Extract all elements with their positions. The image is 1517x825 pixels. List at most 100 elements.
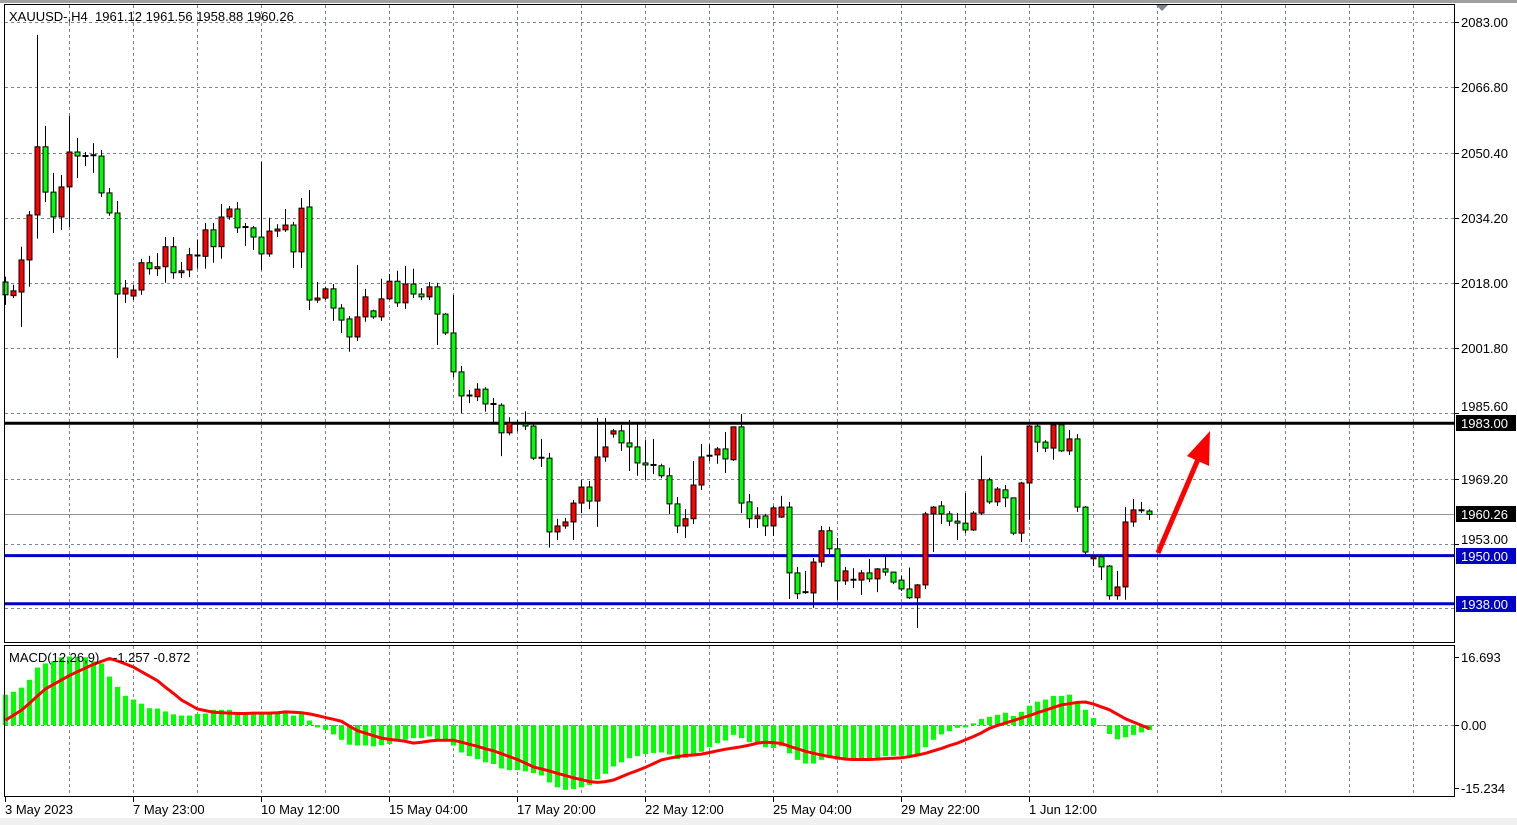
candle <box>1050 424 1057 460</box>
candle-body <box>738 426 745 504</box>
candle-body <box>378 298 385 318</box>
candle <box>378 278 385 321</box>
price-panel[interactable] <box>2 34 1454 628</box>
candle <box>330 284 337 321</box>
macd-bar <box>131 699 136 725</box>
candle-body <box>178 270 185 274</box>
macd-bar <box>907 725 912 756</box>
candle <box>1074 434 1081 512</box>
price-tick-label: 1953.00 <box>1461 532 1508 547</box>
candle-body <box>290 224 297 253</box>
candle <box>562 517 569 529</box>
macd-bar <box>187 715 192 725</box>
candle-body <box>258 236 265 255</box>
price-axis: 2083.00 2066.80 2050.40 2034.20 2018.00 2001.… <box>1455 15 1508 547</box>
chart-shift-marker-icon[interactable] <box>1156 5 1168 11</box>
macd-tick-label: 0.00 <box>1461 718 1486 733</box>
candle <box>506 417 513 436</box>
candle-body <box>10 290 17 297</box>
candle <box>450 294 457 378</box>
candle-body <box>994 488 1001 503</box>
macd-bar <box>795 725 800 760</box>
macd-bar <box>115 686 120 725</box>
macd-bar <box>1051 695 1056 725</box>
candle-body <box>106 192 113 214</box>
macd-bar <box>659 725 664 753</box>
candle <box>810 558 817 608</box>
candle <box>866 558 873 583</box>
candle <box>26 210 33 287</box>
candle <box>290 221 297 268</box>
macd-bar <box>299 712 304 725</box>
macd-bar <box>507 725 512 771</box>
candle <box>722 432 729 473</box>
macd-bar <box>523 725 528 772</box>
macd-bar <box>91 661 96 725</box>
macd-bar <box>171 714 176 725</box>
macd-bar <box>179 715 184 725</box>
macd-bar <box>379 725 384 746</box>
candle <box>18 246 25 327</box>
candle <box>1114 570 1121 600</box>
candle-body <box>986 479 993 503</box>
macd-bar <box>539 725 544 776</box>
candle-body <box>66 151 73 188</box>
candle-body <box>226 208 233 218</box>
macd-bar <box>195 713 200 725</box>
candle <box>58 174 65 230</box>
candle-body <box>26 214 33 261</box>
candle <box>626 420 633 471</box>
candle-body <box>1098 556 1105 568</box>
candle <box>442 312 449 335</box>
macd-bar <box>603 725 608 774</box>
candle <box>42 125 49 203</box>
candle-body <box>402 283 409 304</box>
price-tick-label: 2034.20 <box>1461 211 1508 226</box>
candle-body <box>778 506 785 518</box>
candle-body <box>602 446 609 458</box>
candle <box>762 513 769 536</box>
candle-body <box>1122 521 1129 588</box>
macd-bar <box>427 725 432 737</box>
time-tick-label: 17 May 20:00 <box>517 802 596 817</box>
macd-bar <box>771 725 776 748</box>
candle-body <box>282 224 289 231</box>
candle-body <box>1106 565 1113 597</box>
candle <box>362 288 369 322</box>
support-level-tag <box>1456 596 1516 612</box>
macd-bar <box>387 725 392 744</box>
horizontal-levels <box>5 421 1454 606</box>
candle <box>306 190 313 311</box>
macd-panel[interactable] <box>3 656 1152 790</box>
candle-body <box>730 426 737 461</box>
macd-bar <box>395 725 400 739</box>
candle-body <box>1034 425 1041 443</box>
candle <box>154 253 161 276</box>
candle-body <box>1082 506 1089 553</box>
macd-bar <box>579 725 584 788</box>
macd-values: -1.257 -0.872 <box>113 650 190 665</box>
candle <box>842 566 849 585</box>
candle <box>770 505 777 536</box>
candle <box>890 571 897 585</box>
candle-body <box>1130 509 1137 523</box>
macd-bar <box>235 711 240 725</box>
candle-body <box>882 568 889 573</box>
resistance-level-tag-label: 1983.00 <box>1461 416 1508 431</box>
macd-bar <box>459 725 464 753</box>
candle-body <box>130 289 137 297</box>
candle <box>778 495 785 518</box>
candle <box>818 525 825 567</box>
candle <box>66 115 73 228</box>
candle <box>706 444 713 461</box>
candle <box>714 446 721 464</box>
candle-body <box>658 465 665 477</box>
candle <box>634 422 641 476</box>
macd-bar <box>1083 709 1088 725</box>
candle-body <box>818 530 825 563</box>
macd-bar <box>947 725 952 732</box>
candle <box>1034 424 1041 453</box>
symbol-timeframe: XAUUSD-,H4 <box>9 9 88 24</box>
candle <box>394 270 401 307</box>
